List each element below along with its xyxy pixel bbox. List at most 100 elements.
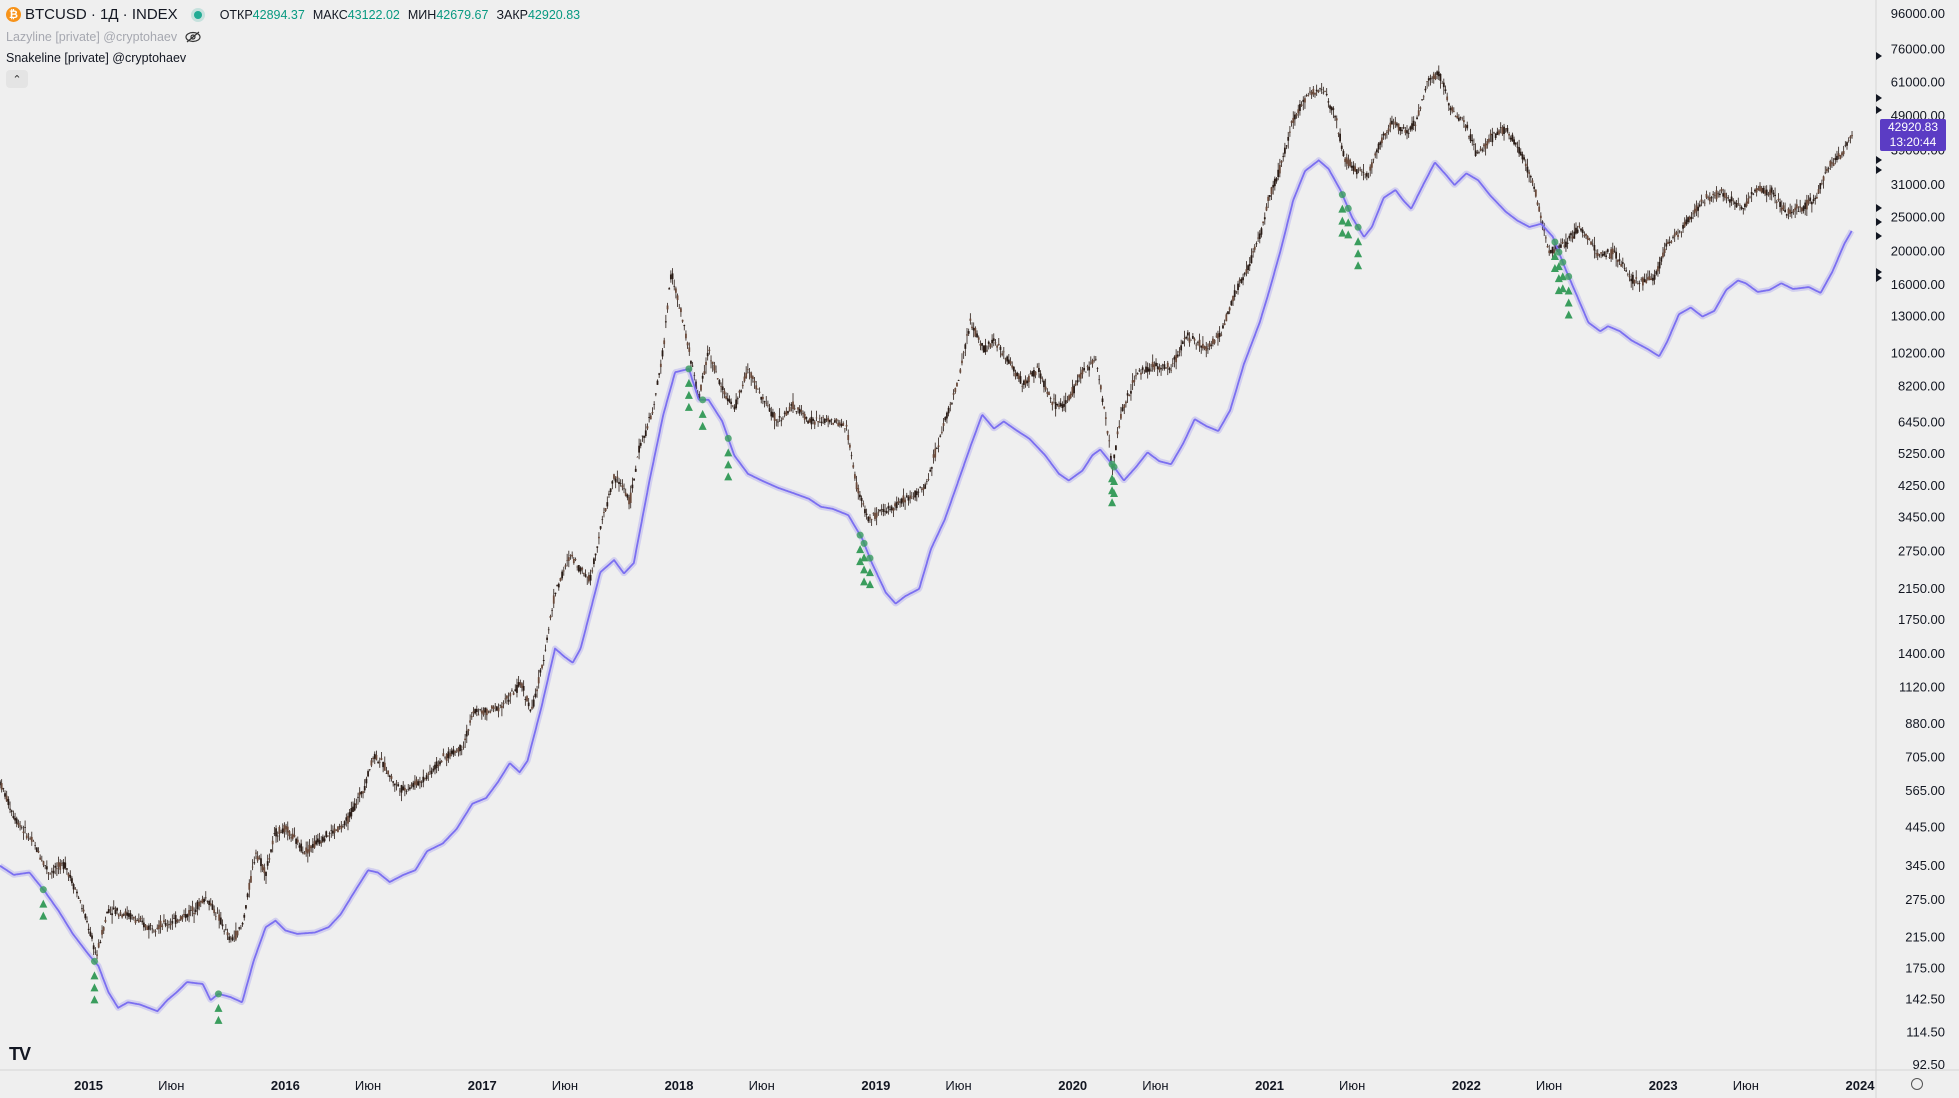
candle-body	[1591, 243, 1594, 245]
candle-body	[256, 855, 259, 861]
signal-triangle	[1558, 284, 1567, 293]
candle-body	[296, 839, 299, 843]
candle-body	[1560, 244, 1562, 248]
candle-body	[634, 468, 637, 472]
candle-body	[417, 781, 420, 786]
price-axis[interactable]: 96000.0076000.0061000.0049000.0039000.00…	[1891, 6, 1945, 1072]
candle-body	[373, 753, 376, 759]
indicator-title[interactable]: Lazyline [private] @cryptohaev	[6, 30, 178, 44]
candle-body	[1367, 176, 1370, 178]
candle-body	[1191, 336, 1194, 339]
candle-body	[598, 536, 600, 539]
ohlc-high-value: 43122.02	[347, 7, 400, 22]
candle-body	[1518, 147, 1520, 154]
symbol-legend[interactable]: ₿ BTCUSD · 1Д · INDEX ОТКР 42894.37 МАКС 4…	[6, 6, 584, 23]
candle-body	[1526, 166, 1529, 173]
price-tick-label: 275.00	[1905, 892, 1945, 907]
candle-body	[979, 343, 982, 346]
indicator-title[interactable]: Snakeline [private] @cryptohaev	[6, 51, 187, 65]
candle-body	[263, 867, 266, 874]
candle-body	[833, 420, 836, 423]
candle-body	[678, 307, 681, 309]
candle-body	[1722, 193, 1725, 197]
candle-body	[107, 909, 110, 913]
candle-body	[1026, 380, 1029, 384]
candle-body	[248, 882, 251, 890]
candle-body	[273, 833, 276, 835]
candle-body	[1534, 189, 1537, 197]
settings-icon[interactable]	[1911, 1078, 1923, 1090]
candle-body	[442, 753, 445, 757]
indicator-legend[interactable]: Snakeline [private] @cryptohaev	[6, 51, 186, 65]
candle-body	[1613, 250, 1616, 252]
signal-triangle	[1338, 228, 1347, 237]
signal-dot	[699, 396, 707, 404]
candle-body	[894, 503, 896, 507]
candle-body	[683, 325, 686, 327]
candle-body	[1476, 152, 1479, 154]
candle-body	[1208, 343, 1211, 347]
candle-body	[711, 361, 714, 364]
candle-body	[470, 716, 473, 718]
candle-body	[134, 919, 137, 923]
time-tick-label: Июн	[158, 1078, 184, 1093]
candle-body	[1638, 283, 1641, 285]
candle-body	[311, 843, 314, 848]
candle-body	[880, 509, 883, 510]
price-series	[0, 65, 1853, 960]
candle-body	[1294, 114, 1296, 120]
candle-body	[1419, 107, 1422, 109]
candle-body	[815, 417, 818, 419]
signal-triangle	[90, 995, 99, 1004]
candle-body	[1723, 192, 1726, 198]
time-axis[interactable]: 2015 Июн 2016 Июн 2017 Июн 2018 Июн 2019 Июн 2020 И…	[74, 1078, 1875, 1093]
candle-body	[773, 413, 776, 421]
candle-body	[1315, 89, 1318, 92]
candle-body	[716, 378, 719, 380]
candle-body	[193, 912, 195, 915]
candle-body	[1815, 197, 1818, 199]
candle-body	[1263, 217, 1266, 220]
candle-body	[393, 783, 396, 786]
signal-dot	[860, 539, 868, 547]
candle-body	[1168, 367, 1171, 370]
candle-body	[1598, 254, 1601, 256]
candle-body	[1717, 193, 1720, 195]
candle-body	[1337, 133, 1340, 134]
candle-body	[797, 407, 799, 410]
candle-body	[986, 349, 988, 351]
candle-body	[490, 705, 493, 709]
price-tick-label: 76000.00	[1891, 41, 1945, 56]
candle-body	[1504, 128, 1507, 130]
signal-triangle	[90, 971, 99, 980]
candle-body	[1076, 380, 1079, 383]
candle-body	[1764, 190, 1766, 194]
candle-body	[977, 337, 980, 340]
candle-body	[403, 787, 406, 791]
candle-body	[721, 386, 724, 391]
candle-body	[835, 418, 838, 422]
candle-body	[434, 764, 436, 770]
eye-crossed-icon[interactable]	[185, 31, 201, 43]
candle-body	[802, 412, 804, 415]
tradingview-logo-icon[interactable]: TV	[9, 1044, 31, 1064]
candle-body	[1268, 195, 1271, 197]
candle-body	[22, 831, 25, 833]
candle-body	[1260, 228, 1263, 235]
collapse-legend-button[interactable]: ⌃	[6, 70, 28, 88]
candle-body	[1094, 358, 1097, 360]
signal-triangle	[684, 390, 693, 399]
indicator-legend-hidden[interactable]: Lazyline [private] @cryptohaev	[6, 30, 201, 44]
candle-body	[509, 693, 512, 697]
symbol-title[interactable]: BTCUSD · 1Д · INDEX	[25, 6, 178, 23]
candle-body	[1243, 273, 1246, 275]
candle-body	[1558, 245, 1561, 248]
candle-body	[1822, 176, 1825, 181]
candle-body	[594, 553, 597, 556]
signal-triangle	[724, 460, 733, 469]
candle-body	[1536, 202, 1539, 205]
candle-body	[760, 396, 763, 400]
chevron-up-icon: ⌃	[12, 73, 22, 86]
candle-body	[1136, 373, 1139, 375]
